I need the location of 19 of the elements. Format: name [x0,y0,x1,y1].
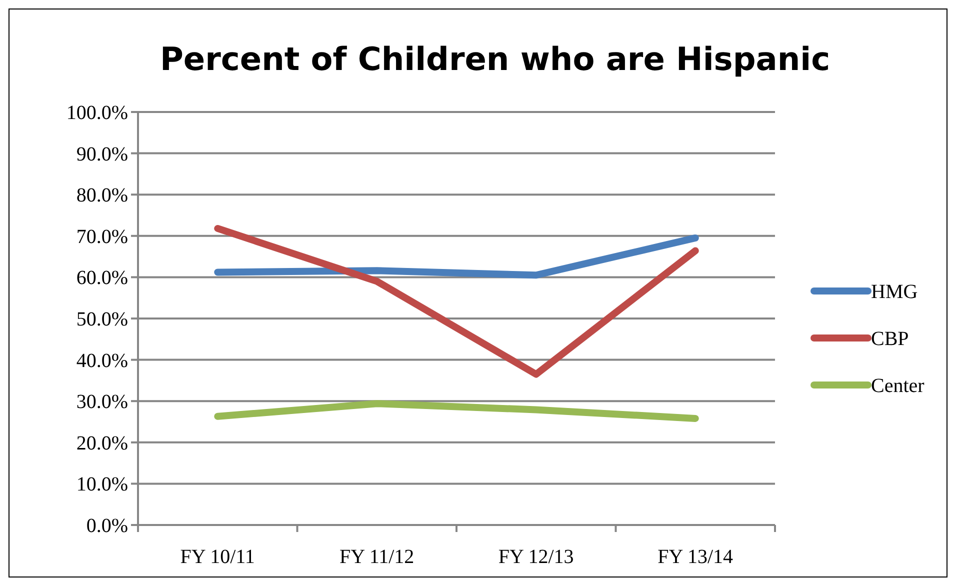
y-tick-label: 20.0% [76,432,128,454]
legend-label: CBP [871,328,909,350]
y-tick-label: 0.0% [86,515,128,537]
x-tick-label: FY 13/14 [658,546,734,568]
x-tick-label: FY 12/13 [498,546,574,568]
y-tick-label: 30.0% [76,391,128,414]
legend-label: HMG [871,281,918,303]
chart-title: Percent of Children who are Hispanic [160,40,830,78]
y-tick-label: 70.0% [76,226,128,248]
legend-label: Center [871,375,925,397]
y-tick-label: 90.0% [76,143,128,166]
x-tick-label: FY 10/11 [180,546,255,568]
x-tick-label: FY 11/12 [340,546,414,568]
y-tick-label: 80.0% [76,184,128,207]
y-tick-label: 50.0% [76,308,128,330]
y-tick-label: 10.0% [76,474,128,496]
y-tick-label: 40.0% [76,350,128,372]
y-tick-label: 100.0% [66,102,128,124]
y-tick-label: 60.0% [76,267,128,290]
